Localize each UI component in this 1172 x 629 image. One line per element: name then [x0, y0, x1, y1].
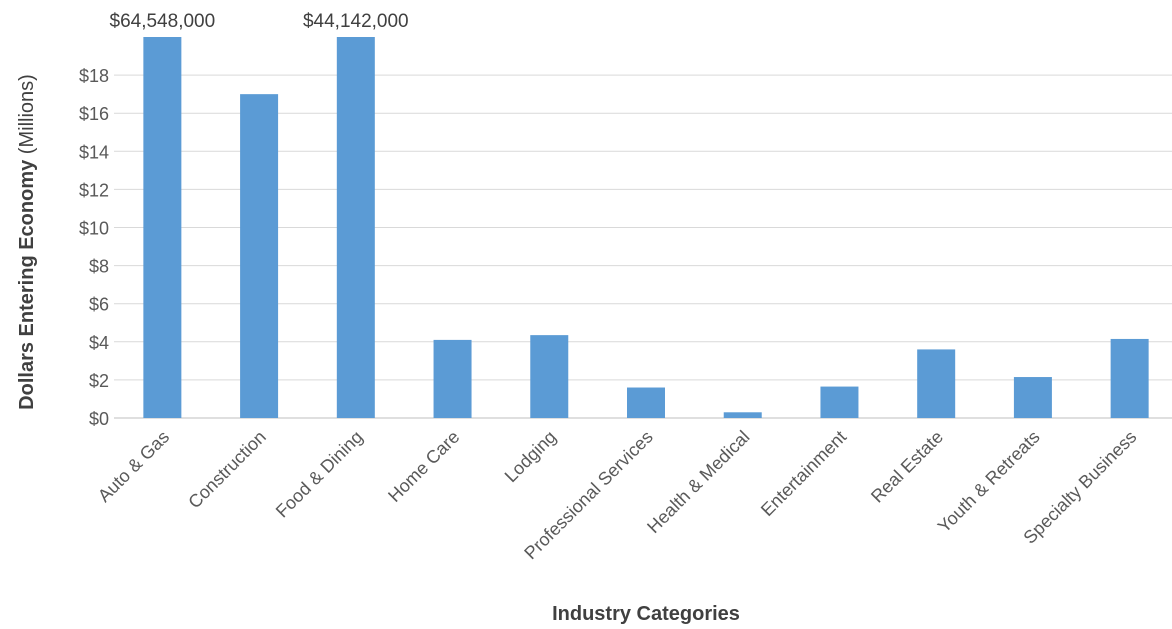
bar	[820, 386, 859, 418]
bar	[917, 349, 956, 418]
gridlines	[114, 74, 1172, 419]
x-category-label: Health & Medical	[643, 427, 753, 537]
y-tick-label: $14	[79, 142, 109, 162]
x-category-label: Real Estate	[867, 427, 947, 507]
bar	[530, 335, 569, 418]
y-tick-label: $16	[79, 104, 109, 124]
y-tick-label: $10	[79, 219, 109, 239]
bar-data-label: $44,142,000	[303, 11, 409, 32]
bar	[1013, 377, 1052, 418]
bar	[240, 94, 279, 419]
y-tick-label: $0	[89, 409, 109, 429]
x-category-label: Youth & Retreats	[934, 427, 1044, 537]
x-category-label: Food & Dining	[272, 427, 367, 522]
y-tick-label: $18	[79, 66, 109, 86]
y-tick-label: $6	[89, 295, 109, 315]
x-category-label: Construction	[184, 427, 270, 513]
bar	[723, 412, 762, 418]
y-tick-label: $2	[89, 371, 109, 391]
x-category-label: Entertainment	[757, 427, 850, 520]
y-tick-label: $4	[89, 333, 109, 353]
bars	[143, 37, 1149, 419]
x-category-label: Lodging	[501, 427, 560, 486]
bar	[433, 339, 472, 418]
x-category-label: Home Care	[384, 427, 463, 506]
y-axis-title: Dollars Entering Economy (Millions)	[16, 74, 38, 410]
y-axis-title-main: Dollars Entering Economy	[16, 159, 38, 410]
bar	[336, 37, 375, 418]
y-tick-label: $12	[79, 180, 109, 200]
bar-data-label: $64,548,000	[110, 11, 216, 32]
y-tick-label: $8	[89, 257, 109, 277]
bar	[143, 37, 182, 418]
bar	[1110, 338, 1149, 418]
y-axis-title-unit: (Millions)	[16, 74, 38, 160]
bar	[627, 387, 665, 418]
y-axis-ticks: $0 $2 $4 $6 $8 $10 $12 $14 $16 $18	[79, 66, 109, 429]
x-axis-categories: Auto & Gas Construction Food & Dining Home …	[94, 427, 1141, 564]
data-labels: $64,548,000 $44,142,000	[110, 11, 409, 32]
x-category-label: Auto & Gas	[94, 427, 173, 506]
x-axis-title: Industry Categories	[552, 603, 740, 625]
